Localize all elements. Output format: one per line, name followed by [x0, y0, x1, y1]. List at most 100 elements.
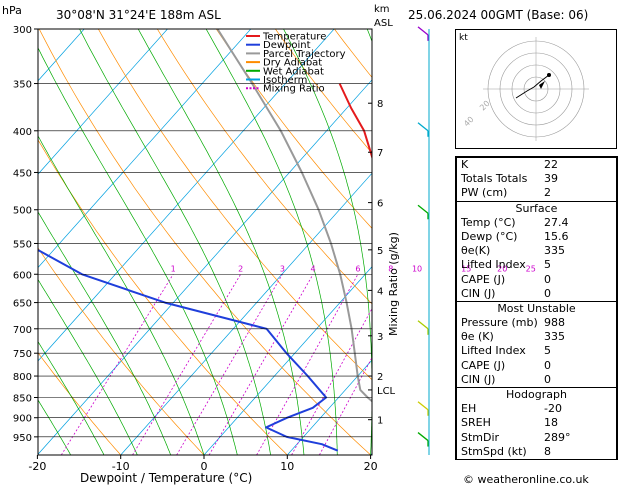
mixing-ratio-label: 20 [497, 264, 507, 273]
datetime-title: 25.06.2024 00GMT (Base: 06) [408, 8, 588, 22]
hodograph-title: Hodograph [506, 388, 567, 401]
km-tick-label: 7 [377, 148, 383, 159]
temperature-tick-label: -10 [112, 460, 130, 473]
index-value: 27.4 [544, 215, 569, 229]
dewpoint-line [38, 248, 339, 452]
wind-barb [417, 320, 429, 330]
index-value: 5 [544, 258, 551, 272]
most-unstable-row: Lifted Index 5 [457, 344, 616, 358]
mixing-ratio-line [176, 274, 283, 455]
mixing-ratio-label: 8 [388, 264, 393, 273]
index-value: 15.6 [544, 229, 569, 243]
index-value: 8 [544, 444, 551, 458]
isotherm-line [0, 29, 1, 455]
index-value: 22 [544, 158, 558, 171]
index-value: 0 [544, 358, 551, 372]
mixing-ratio-label: 3 [280, 264, 285, 273]
most-unstable-title: Most Unstable [497, 301, 576, 315]
index-label: θe (K) [461, 330, 494, 344]
legend-entry: Mixing Ratio [263, 84, 325, 95]
isotherm-line [38, 29, 335, 362]
km-tick-label: LCL [377, 386, 396, 397]
index-value: 289° [544, 430, 571, 444]
legend-entry: Temperature [262, 32, 326, 43]
pressure-tick-label: 350 [13, 80, 32, 91]
legend-entry: Dry Adiabat [263, 58, 322, 69]
temperature-tick-label: 20 [364, 460, 378, 473]
pressure-tick-label: 550 [13, 239, 32, 250]
location-title: 30°08'N 31°24'E 188m ASL [56, 8, 221, 22]
asl-unit-label: ASL [374, 18, 393, 29]
pressure-tick-label: 300 [13, 25, 32, 36]
km-tick-label: 5 [377, 246, 383, 257]
parcel-trajectory-line [216, 29, 372, 403]
isotherm-line [203, 266, 372, 455]
km-unit-label: km [374, 4, 390, 15]
legend-entry: Parcel Trajectory [263, 49, 346, 60]
surface-row: CAPE (J) 0 [457, 273, 616, 287]
copyright-footer: © weatheronline.co.uk [463, 473, 589, 486]
index-label: CIN (J) [461, 372, 496, 386]
surface-section: Surface Temp (°C) 27.4 Dewp (°C) 15.6 θe(K… [456, 200, 617, 302]
hodograph-row: EH -20 [457, 402, 616, 416]
index-value: 0 [544, 372, 551, 386]
mixing-ratio-line [371, 453, 372, 455]
mixing-ratio-line [60, 274, 174, 455]
index-label: Lifted Index [461, 344, 526, 358]
wet-adiabat-line [38, 47, 238, 455]
surface-row: Dewp (°C) 15.6 [457, 230, 616, 244]
pressure-tick-label: 450 [13, 168, 32, 179]
hodograph-section: Hodograph EH -20 SREH 18 StmDir 289° StmSpd… [456, 387, 617, 460]
wind-barb [417, 401, 429, 411]
mixing-ratio-label: 2 [238, 264, 243, 273]
index-label: PW (cm) [461, 186, 508, 200]
index-value: 5 [544, 344, 551, 358]
most-unstable-row: Pressure (mb) 988 [457, 316, 616, 330]
wind-barb [417, 432, 429, 442]
mixing-ratio-label: 25 [526, 264, 536, 273]
legend-entry: Isotherm [263, 75, 307, 86]
index-label: Dewp (°C) [461, 229, 518, 243]
pressure-tick-label: 850 [13, 393, 32, 404]
surface-row: Lifted Index 5 [457, 258, 616, 272]
index-label: EH [461, 402, 477, 416]
wind-profile [417, 26, 430, 455]
mixing-ratio-axis-label: Mixing Ratio (g/kg) [387, 232, 400, 336]
pressure-tick-label: 900 [13, 414, 32, 425]
wind-barb [417, 26, 429, 36]
surface-row: CIN (J) 0 [457, 287, 616, 301]
temperature-tick-label: 10 [280, 460, 294, 473]
mixing-ratio-line [132, 274, 241, 455]
index-value: 18 [544, 416, 558, 430]
index-label: StmDir [461, 430, 500, 444]
legend-entry: Dewpoint [263, 40, 311, 51]
most-unstable-section: Most Unstable Pressure (mb) 988 θe (K) 335… [456, 300, 617, 388]
km-tick-label: 8 [377, 99, 383, 110]
most-unstable-row: CIN (J) 0 [457, 373, 616, 387]
most-unstable-row: θe (K) 335 [457, 330, 616, 344]
surface-row: θe(K) 335 [457, 244, 616, 258]
wind-barb [417, 204, 429, 214]
isotherm-line [38, 29, 168, 175]
wet-adiabat-line [38, 399, 72, 455]
index-row-totals-totals: Totals Totals 39 [457, 172, 616, 186]
km-tick-label: 2 [377, 372, 383, 383]
dry-adiabat-line [216, 29, 372, 229]
indices-panel: K 22 Totals Totals 39 PW (cm) 2 Surface … [455, 156, 618, 460]
index-value: 988 [544, 316, 565, 330]
index-label: Temp (°C) [461, 215, 516, 229]
temperature-tick-label: 0 [201, 460, 208, 473]
surface-row: Temp (°C) 27.4 [457, 216, 616, 230]
hodograph-storm-motion [539, 81, 545, 89]
pressure-tick-label: 950 [13, 433, 32, 444]
index-label: CAPE (J) [461, 272, 506, 286]
isotherm-line [287, 359, 372, 455]
wind-barb [417, 122, 429, 132]
mixing-ratio-label: 1 [171, 264, 176, 273]
wet-adiabat-line [79, 29, 271, 455]
temperature-tick-label: -20 [28, 460, 46, 473]
index-label: CAPE (J) [461, 358, 506, 372]
index-label: Lifted Index [461, 258, 526, 272]
